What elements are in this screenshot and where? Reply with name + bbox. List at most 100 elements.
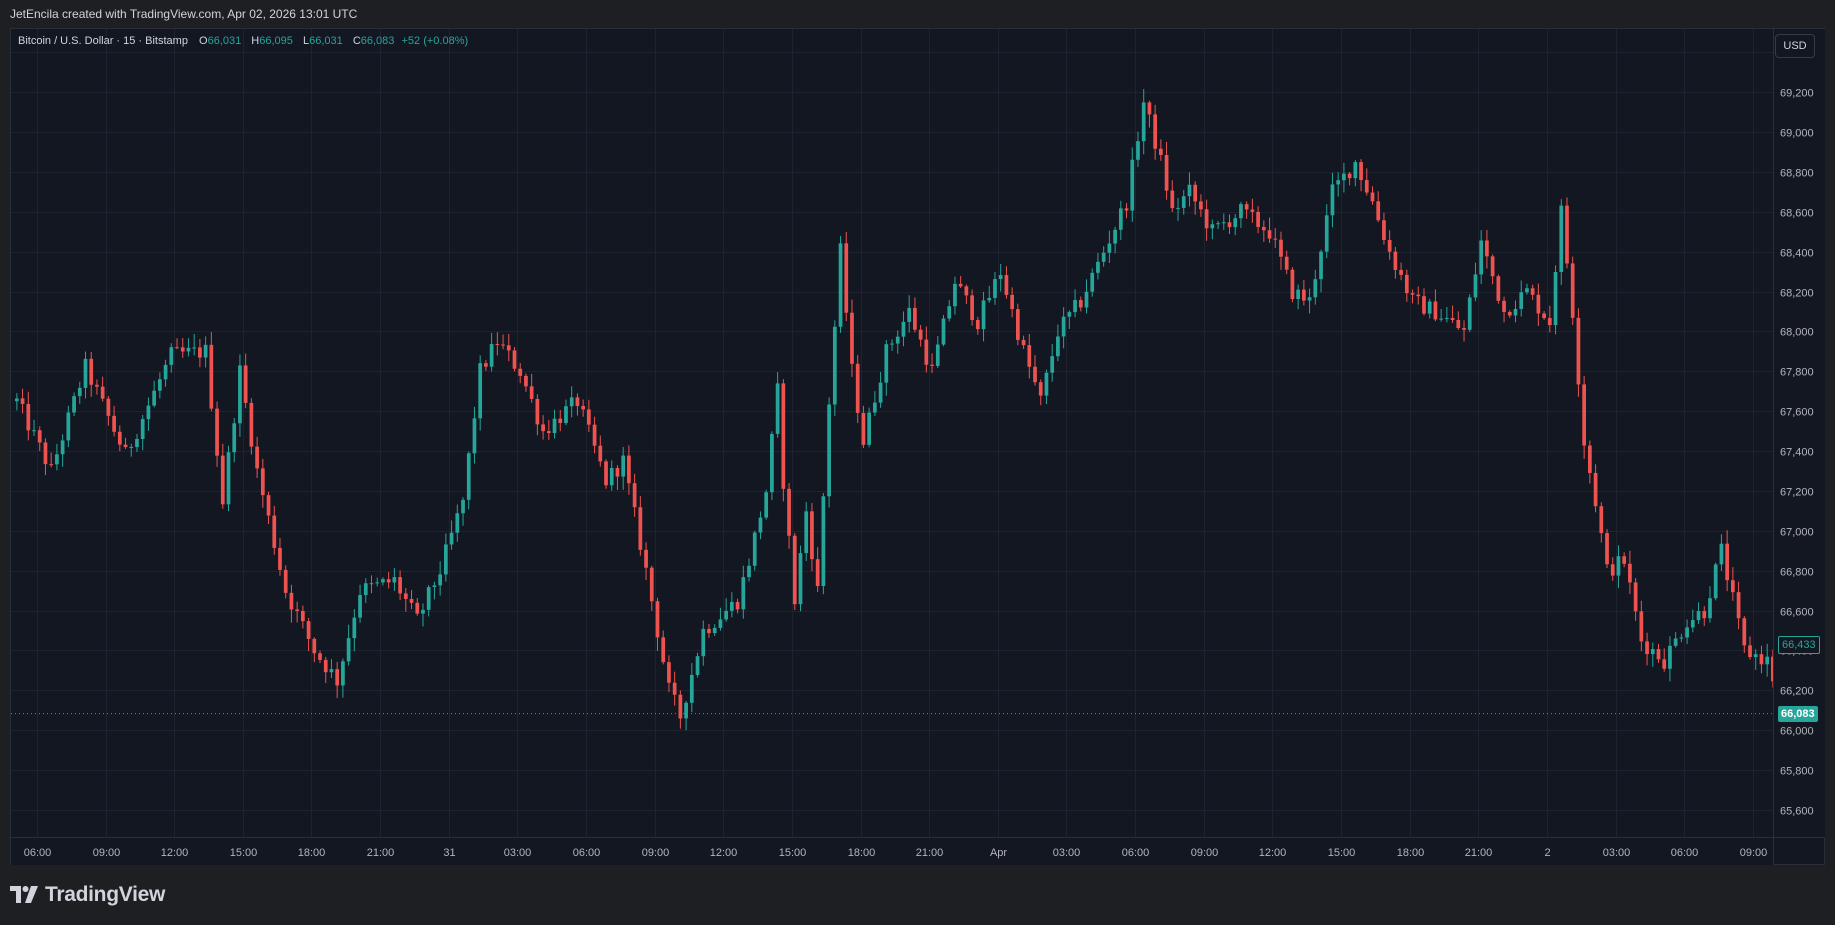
chart-pane[interactable]: Bitcoin / U.S. Dollar · 15 · Bitstamp O 6… xyxy=(11,29,1773,837)
candle-body xyxy=(1170,190,1175,209)
candlestick-plot[interactable] xyxy=(11,29,1773,837)
candle-body xyxy=(1159,148,1163,156)
candle-body xyxy=(1708,598,1712,619)
time-tick-label: 18:00 xyxy=(298,847,326,859)
time-tick-label: 03:00 xyxy=(504,847,532,859)
candle-body xyxy=(1027,345,1032,367)
candle-body xyxy=(1364,180,1369,193)
time-tick-label: 21:00 xyxy=(367,847,395,859)
candle-body xyxy=(466,453,471,500)
candle-body xyxy=(1061,316,1066,337)
currency-button[interactable]: USD xyxy=(1775,34,1815,58)
candle-body xyxy=(1399,269,1403,275)
price-axis[interactable]: 65,60065,80066,00066,20066,40066,60066,8… xyxy=(1773,29,1825,837)
candle-body xyxy=(598,445,603,462)
candle-body xyxy=(341,661,345,686)
candle-body xyxy=(1485,240,1489,257)
candle-body xyxy=(1427,301,1432,314)
candle-body xyxy=(346,638,351,662)
candle-body xyxy=(1765,656,1770,665)
candle-body xyxy=(1136,141,1140,160)
candle-body xyxy=(895,336,900,344)
candle-body xyxy=(615,467,620,477)
attribution-header: JetEncila created with TradingView.com, … xyxy=(0,0,1835,28)
price-tick-label: 68,200 xyxy=(1780,288,1814,300)
candle-body xyxy=(243,365,248,403)
price-tick-label: 67,400 xyxy=(1780,447,1814,459)
candle-body xyxy=(1016,309,1020,340)
candle-body xyxy=(678,694,683,719)
candle-body xyxy=(203,344,208,358)
candle-body xyxy=(1153,114,1157,149)
candle-body xyxy=(352,617,357,639)
open-label: O xyxy=(199,35,208,47)
candle-body xyxy=(804,511,809,554)
candle-body xyxy=(1267,230,1272,239)
candle-body xyxy=(1393,251,1398,270)
candle-body xyxy=(1342,173,1346,181)
candle-body xyxy=(215,408,219,456)
candle-body xyxy=(924,339,929,365)
candle-body xyxy=(169,347,174,365)
candle-body xyxy=(1067,312,1072,317)
candle-body xyxy=(146,405,151,420)
time-tick-label: 2 xyxy=(1544,847,1550,859)
candle-body xyxy=(123,444,128,448)
time-tick-label: 21:00 xyxy=(1465,847,1493,859)
attribution-text: JetEncila created with TradingView.com, … xyxy=(10,7,358,21)
time-tick-label: 12:00 xyxy=(161,847,189,859)
candle-body xyxy=(838,243,843,327)
footer-brand[interactable]: TradingView xyxy=(10,880,165,910)
candle-body xyxy=(1204,209,1209,229)
candle-body xyxy=(810,511,814,560)
candle-body xyxy=(1376,201,1381,221)
candle-body xyxy=(1324,215,1329,252)
candle-body xyxy=(609,467,614,486)
candle-body xyxy=(1313,279,1318,298)
candle-body xyxy=(432,585,437,588)
candle-body xyxy=(1416,294,1421,297)
time-tick-label: 12:00 xyxy=(710,847,738,859)
last-price-label: 66,083 xyxy=(1778,705,1818,722)
candle-body xyxy=(873,402,877,413)
candle-body xyxy=(60,440,65,455)
candle-body xyxy=(1588,445,1592,473)
candle-body xyxy=(226,452,231,505)
candle-body xyxy=(455,513,460,533)
candle-body xyxy=(95,384,99,387)
candle-body xyxy=(1668,645,1672,669)
symbol-title[interactable]: Bitcoin / U.S. Dollar · 15 · Bitstamp xyxy=(18,35,188,47)
candle-body xyxy=(975,319,980,330)
price-tick-label: 68,600 xyxy=(1780,208,1814,220)
price-tick-label: 66,200 xyxy=(1780,686,1814,698)
candle-body xyxy=(421,609,425,614)
candle-body xyxy=(1044,372,1049,396)
candle-body xyxy=(381,579,385,583)
candle-body xyxy=(55,454,59,465)
candle-body xyxy=(970,295,974,320)
candle-body xyxy=(1690,620,1695,628)
tradingview-logo-icon xyxy=(10,886,38,903)
candle-body xyxy=(1673,638,1678,646)
candle-body xyxy=(1633,582,1638,612)
candle-body xyxy=(255,446,259,469)
candle-body xyxy=(1456,320,1461,329)
candle-body xyxy=(827,404,831,497)
time-axis[interactable]: 06:00 09:00 12:00 15:00 18:00 21:00 31 03:00 06:… xyxy=(11,837,1773,865)
candle-body xyxy=(1319,251,1323,280)
candle-body xyxy=(1490,256,1495,277)
time-tick-label: 21:00 xyxy=(916,847,944,859)
candle-body xyxy=(953,283,957,307)
candle-body xyxy=(1101,252,1106,262)
candle-body xyxy=(1479,240,1484,275)
time-tick-label: 06:00 xyxy=(573,847,601,859)
marker-price-label: 66,433 xyxy=(1778,635,1820,654)
close-value: 66,083 xyxy=(360,35,395,47)
candle-body xyxy=(444,544,448,575)
candle-body xyxy=(186,347,191,352)
candle-body xyxy=(701,628,706,657)
candle-body xyxy=(695,656,700,675)
candle-body xyxy=(37,430,42,443)
chart-container[interactable]: Bitcoin / U.S. Dollar · 15 · Bitstamp O 6… xyxy=(10,28,1825,865)
candle-body xyxy=(32,430,36,432)
